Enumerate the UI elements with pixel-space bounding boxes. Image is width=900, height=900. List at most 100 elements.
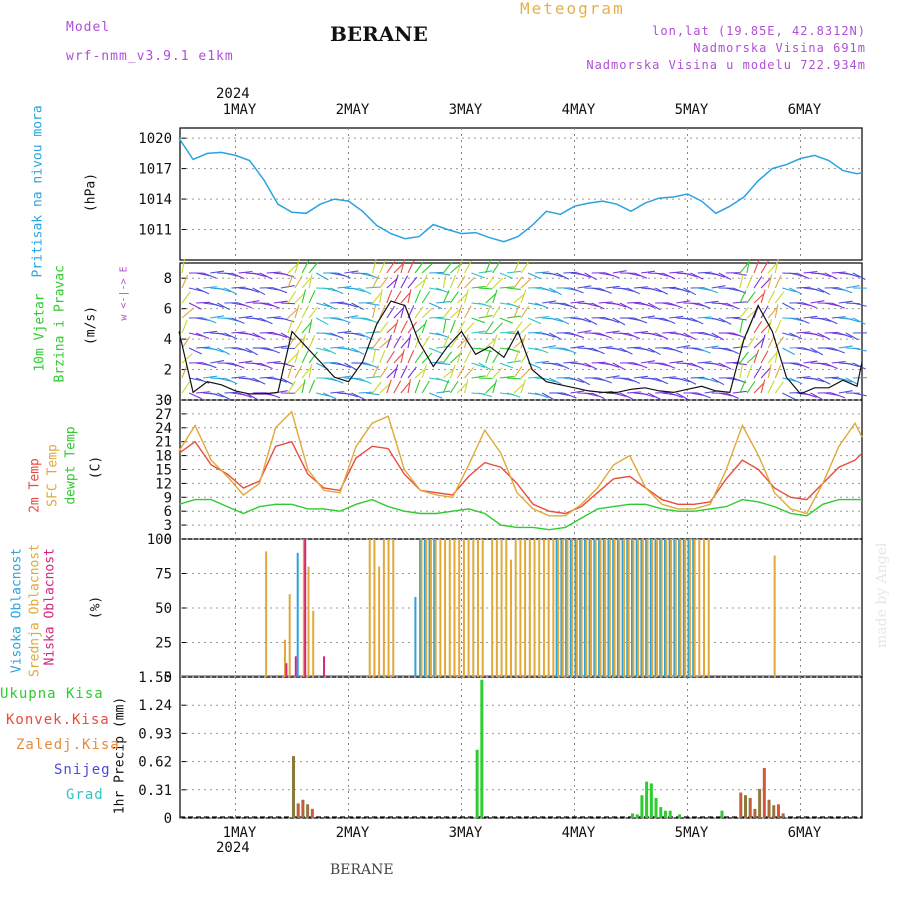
wind-barb	[337, 317, 351, 324]
wind-barb	[760, 260, 769, 274]
wind-barb	[259, 376, 274, 379]
wind-barb	[760, 367, 771, 379]
mid-cloud-bar	[637, 539, 640, 677]
legend-frozen-rain: Zaledj.Kisa	[16, 737, 120, 753]
wind-barb	[224, 391, 239, 394]
ytick-label-2-4: 12	[155, 476, 172, 492]
wind-barb	[803, 302, 817, 309]
wind-barb	[471, 330, 486, 334]
wind-barb	[450, 308, 462, 319]
mid-cloud-bar	[392, 539, 395, 677]
wind-barb	[259, 272, 273, 280]
wind-barb	[796, 317, 810, 324]
wind-barb	[669, 315, 684, 319]
conv-precip-bar	[293, 756, 294, 818]
wind-barb	[647, 332, 662, 338]
wind-barb	[534, 347, 549, 354]
wind-barb	[393, 290, 402, 304]
high-cloud-bar	[616, 539, 619, 677]
wind-barb	[640, 302, 655, 308]
wind-barb	[323, 392, 337, 400]
wind-barb	[315, 317, 329, 326]
mid-cloud-bar	[547, 539, 550, 677]
wind-barb	[456, 349, 463, 364]
mid-cloud-bar	[561, 539, 564, 677]
top-day-label-2: 3MAY	[449, 102, 483, 118]
low-cloud-bar	[323, 656, 326, 677]
wind-barb	[577, 272, 591, 278]
wind-barb	[803, 360, 818, 364]
mid-cloud-bar	[519, 539, 522, 677]
wind-barb	[626, 391, 641, 394]
wind-barb	[181, 308, 193, 319]
wind-barb	[499, 331, 514, 334]
wind-barb	[308, 319, 313, 334]
wind-barb	[584, 272, 598, 281]
ytick-label-3-0: 0	[164, 670, 172, 686]
low-cloud-bar	[304, 539, 307, 677]
legend-snow: Snijeg	[54, 762, 111, 778]
wind-barb	[556, 376, 571, 379]
high-cloud-bar	[414, 596, 417, 677]
wind-barb	[767, 364, 772, 379]
wind-barb	[224, 287, 238, 295]
wind-barb	[782, 302, 795, 311]
wind-barb	[485, 365, 494, 379]
wind-barb	[210, 392, 224, 398]
model-altitude-label: Nadmorska Visina u modelu 722.934m	[586, 58, 866, 72]
wind-barb	[421, 380, 430, 394]
wind-barb	[294, 320, 303, 334]
wind-barb	[845, 317, 860, 323]
wind-barb	[782, 347, 795, 355]
wind-barb	[789, 272, 804, 277]
wind-barb	[252, 377, 266, 385]
mid-cloud-bar	[594, 539, 597, 677]
wind-barb	[337, 362, 351, 369]
high-cloud-bar	[598, 539, 601, 677]
wind-barb	[746, 274, 753, 289]
wind-barb	[803, 392, 817, 398]
conv-precip-bar	[777, 804, 779, 818]
wind-barb	[711, 272, 726, 278]
total-precip-bar	[475, 749, 479, 818]
wind-barb	[633, 272, 648, 279]
wind-barb	[294, 365, 303, 379]
wind-barb	[393, 262, 405, 274]
wind-barb	[767, 335, 775, 349]
wind-barb	[598, 287, 612, 294]
wind-barb	[337, 285, 352, 289]
mid-cloud-bar	[382, 539, 385, 677]
wind-barb	[647, 347, 661, 356]
mid-cloud-bar	[378, 566, 381, 677]
wind-barb	[280, 332, 294, 341]
ytick-label-4-4: 1.24	[138, 698, 172, 714]
wind-barb	[767, 262, 778, 274]
wind-barb	[619, 347, 633, 355]
wind-barb	[259, 362, 273, 370]
wind-barb	[746, 364, 753, 379]
wind-barb	[542, 300, 557, 304]
mid-cloud-bar	[524, 539, 527, 677]
wind-barb	[520, 367, 532, 379]
ytick-label-1-2: 4	[164, 332, 172, 348]
wind-barb	[323, 287, 338, 292]
wind-barb	[640, 315, 655, 319]
wind-barb	[831, 392, 846, 399]
wind-barb	[421, 335, 431, 349]
wind-barb	[407, 379, 411, 394]
wind-barb	[605, 362, 620, 368]
wind-barb	[337, 330, 352, 334]
wind-barb	[647, 392, 661, 400]
wind-barb	[640, 392, 655, 398]
high-cloud-bar	[668, 539, 671, 677]
mid-cloud-bar	[622, 539, 625, 677]
wind-barb	[838, 377, 853, 383]
wind-barb	[294, 382, 305, 394]
wind-barb	[584, 347, 599, 352]
bottom-day-label-1: 2MAY	[336, 825, 370, 841]
wind-barb	[471, 375, 486, 379]
wind-barb	[365, 317, 379, 324]
wind-barb	[845, 362, 860, 368]
high-cloud-bar	[682, 539, 685, 677]
wind-barb	[612, 392, 627, 398]
